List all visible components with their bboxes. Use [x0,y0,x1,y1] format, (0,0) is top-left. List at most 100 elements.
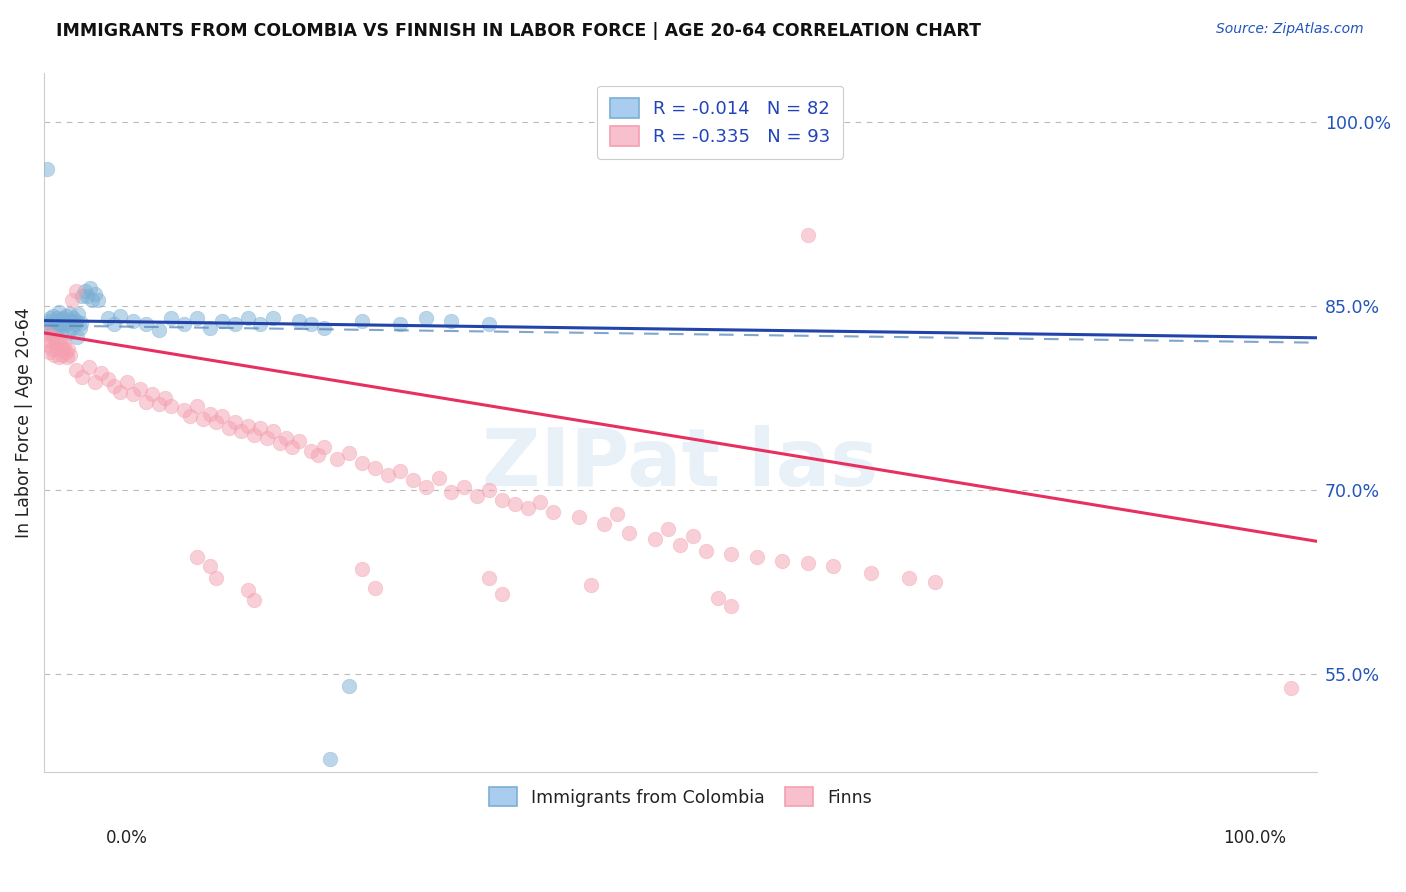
Point [186,311,208,326]
Point [65,362,87,376]
Point [287,434,309,448]
Point [79,280,101,294]
Point [77,360,100,375]
Point [51,348,73,362]
Point [581,578,603,592]
Point [657,522,679,536]
Point [352,456,374,470]
Point [37,318,59,332]
Point [478,571,501,585]
Point [262,311,284,326]
Point [58,308,80,322]
Point [76,289,98,303]
Point [52,342,75,356]
Point [274,431,297,445]
Point [44,323,66,337]
Point [364,460,387,475]
Point [63,318,86,332]
Text: 0.0%: 0.0% [105,829,148,847]
Point [236,583,259,598]
Point [135,318,157,332]
Point [402,473,425,487]
Point [38,313,60,327]
Point [491,587,513,601]
Point [541,505,564,519]
Point [48,305,70,319]
Point [256,431,278,445]
Point [58,348,80,362]
Point [287,313,309,327]
Point [110,309,132,323]
Point [619,525,641,540]
Point [72,370,94,384]
Text: ZIPat las: ZIPat las [482,425,879,503]
Point [339,446,361,460]
Point [796,227,818,242]
Point [70,316,93,330]
Text: 100.0%: 100.0% [1223,829,1286,847]
Point [39,311,62,326]
Point [56,318,79,332]
Point [55,309,77,323]
Point [236,419,259,434]
Point [326,452,349,467]
Point [53,313,76,327]
Point [465,489,488,503]
Point [186,550,208,565]
Point [352,562,374,576]
Point [46,333,69,347]
Point [198,558,221,573]
Point [58,326,80,340]
Point [224,415,246,429]
Point [269,436,291,450]
Point [249,421,271,435]
Y-axis label: In Labor Force | Age 20-64: In Labor Force | Age 20-64 [15,307,32,538]
Point [97,372,120,386]
Point [58,342,80,356]
Point [82,293,104,307]
Point [427,470,450,484]
Point [720,547,742,561]
Point [122,313,145,327]
Point [236,311,259,326]
Point [567,509,589,524]
Point [191,411,214,425]
Point [52,311,75,326]
Point [122,387,145,401]
Point [141,387,163,401]
Point [821,558,844,573]
Point [352,313,374,327]
Point [211,313,233,327]
Point [38,345,60,359]
Point [37,338,59,352]
Point [924,574,946,589]
Point [48,351,70,365]
Point [198,407,221,421]
Point [682,529,704,543]
Point [65,313,87,327]
Point [60,293,83,307]
Point [49,318,72,332]
Point [115,375,138,389]
Point [45,342,67,356]
Point [231,424,253,438]
Point [49,338,72,352]
Point [224,318,246,332]
Point [45,335,67,350]
Point [42,309,65,323]
Point [377,468,399,483]
Point [97,311,120,326]
Point [86,293,108,307]
Point [211,409,233,424]
Point [51,323,73,337]
Point [695,544,717,558]
Text: Source: ZipAtlas.com: Source: ZipAtlas.com [1216,22,1364,37]
Point [110,384,132,399]
Point [35,161,58,176]
Point [312,321,335,335]
Point [503,498,526,512]
Point [55,345,77,359]
Point [42,329,65,343]
Point [198,321,221,335]
Point [56,351,79,365]
